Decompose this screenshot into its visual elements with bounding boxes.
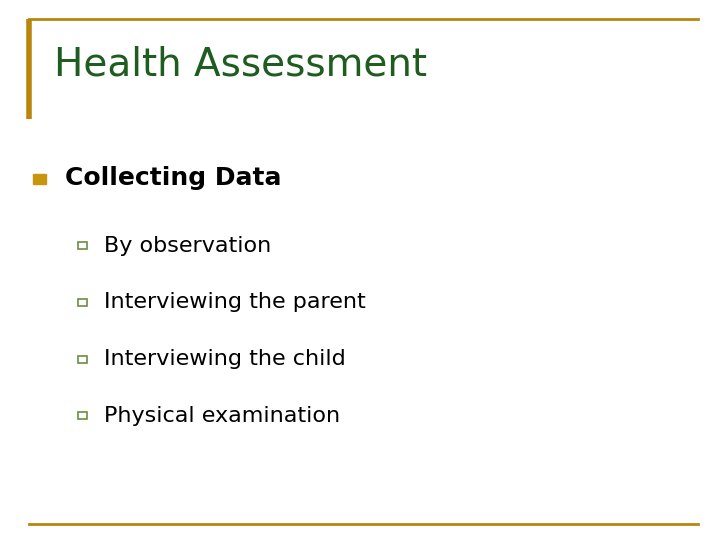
Text: Physical examination: Physical examination <box>104 406 341 426</box>
Text: By observation: By observation <box>104 235 271 256</box>
Text: Interviewing the parent: Interviewing the parent <box>104 292 366 313</box>
FancyBboxPatch shape <box>78 299 88 306</box>
FancyBboxPatch shape <box>78 355 88 363</box>
Text: Collecting Data: Collecting Data <box>65 166 282 190</box>
FancyBboxPatch shape <box>33 174 46 184</box>
Text: Health Assessment: Health Assessment <box>54 46 427 84</box>
FancyBboxPatch shape <box>78 413 88 419</box>
FancyBboxPatch shape <box>78 242 88 249</box>
Text: Interviewing the child: Interviewing the child <box>104 349 346 369</box>
